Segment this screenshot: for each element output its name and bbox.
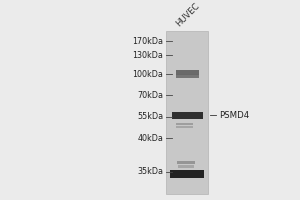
Text: 40kDa: 40kDa	[138, 134, 164, 143]
Bar	[172, 112, 203, 119]
Text: 170kDa: 170kDa	[132, 37, 164, 46]
Bar	[176, 74, 199, 78]
Text: 130kDa: 130kDa	[133, 51, 164, 60]
Text: 70kDa: 70kDa	[137, 91, 164, 100]
Bar	[167, 31, 208, 194]
Text: 55kDa: 55kDa	[137, 112, 164, 121]
Text: 100kDa: 100kDa	[133, 70, 164, 79]
Bar	[170, 170, 205, 178]
Bar	[176, 70, 199, 75]
Text: HUVEC: HUVEC	[174, 2, 201, 29]
Bar	[178, 165, 194, 168]
Text: 35kDa: 35kDa	[137, 167, 164, 176]
Text: PSMD4: PSMD4	[219, 111, 249, 120]
Bar	[176, 126, 193, 128]
Bar	[177, 161, 195, 164]
Bar	[176, 123, 193, 125]
